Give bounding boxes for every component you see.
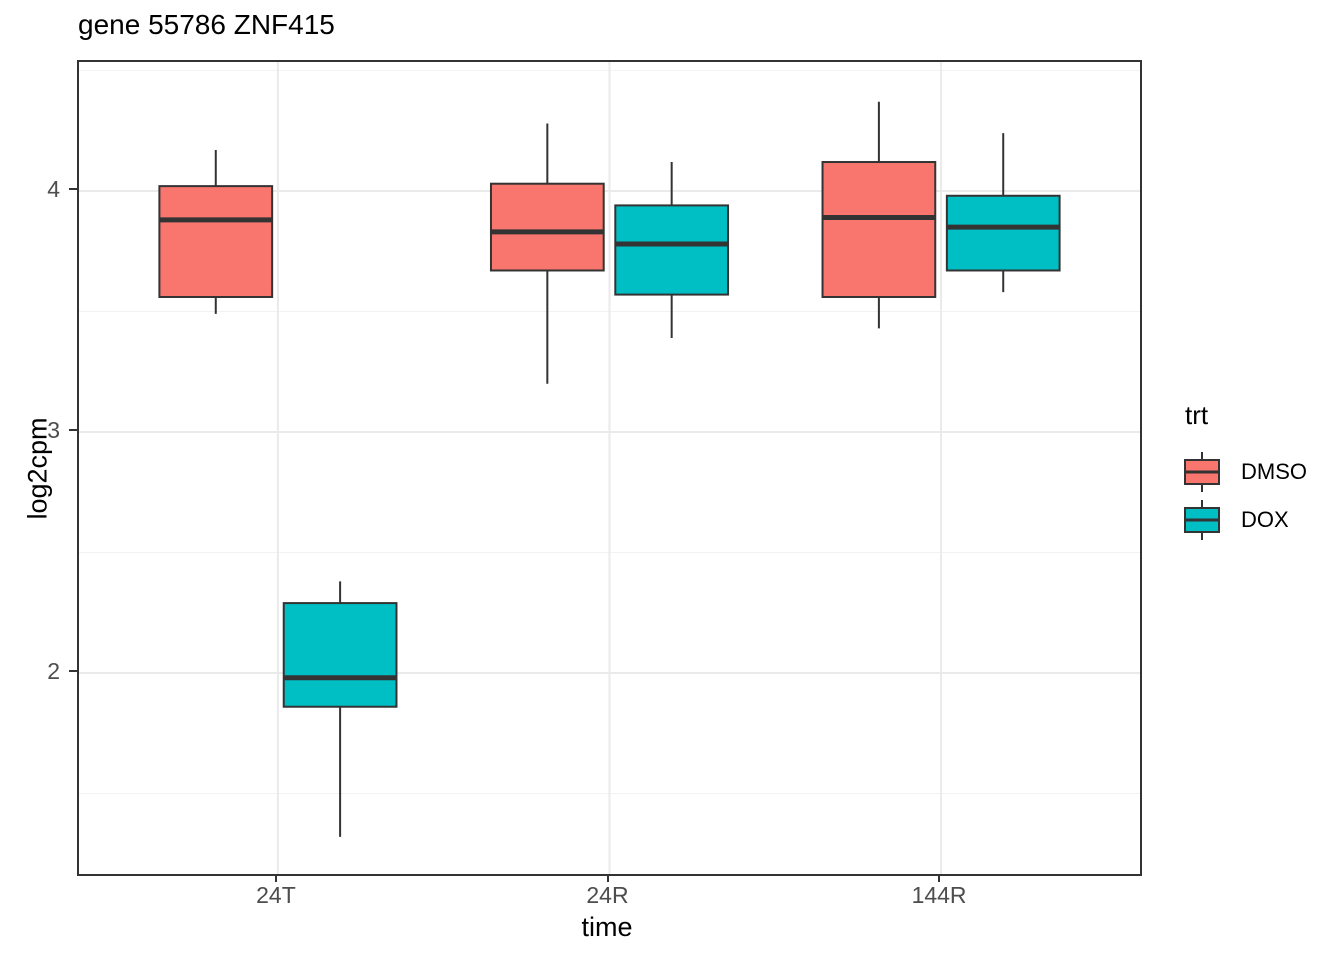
- legend-entry-dmso: DMSO: [1183, 451, 1343, 493]
- x-tick-mark: [274, 874, 277, 882]
- x-axis-title: time: [581, 912, 633, 942]
- box-dmso-24t: [158, 185, 274, 298]
- legend-key-boxplot-icon: [1184, 452, 1220, 492]
- y-axis-title: log2cpm: [22, 417, 53, 520]
- plot-title: gene 55786 ZNF415: [78, 9, 335, 40]
- box-dmso-144r: [821, 161, 937, 298]
- box-dox-144r: [945, 194, 1061, 272]
- legend-title: trt: [1185, 400, 1209, 430]
- legend-entry-dox: DOX: [1183, 499, 1343, 541]
- legend: trt DMSO DOX: [1183, 400, 1343, 547]
- y-tick-mark: [69, 428, 77, 431]
- box-dox-24r: [614, 204, 730, 296]
- y-tick-label: 3: [47, 416, 60, 443]
- legend-entry-label: DMSO: [1241, 459, 1307, 484]
- plot-panel: [77, 60, 1142, 876]
- y-tick-label: 4: [47, 175, 60, 202]
- box-dox-24t: [282, 602, 398, 708]
- boxplot-canvas: [79, 62, 1140, 874]
- x-tick-mark: [938, 874, 941, 882]
- x-tick-label: 144R: [911, 882, 967, 908]
- y-tick-mark: [69, 669, 77, 672]
- legend-key-boxplot-icon: [1184, 500, 1220, 540]
- legend-entries: DMSO DOX: [1183, 451, 1343, 541]
- x-tick-mark: [606, 874, 609, 882]
- box-dmso-24r: [489, 182, 605, 272]
- y-tick-label: 2: [47, 657, 60, 684]
- x-tick-label: 24R: [586, 882, 629, 908]
- legend-entry-label: DOX: [1241, 507, 1289, 532]
- x-tick-label: 24T: [256, 882, 296, 908]
- y-tick-mark: [69, 187, 77, 190]
